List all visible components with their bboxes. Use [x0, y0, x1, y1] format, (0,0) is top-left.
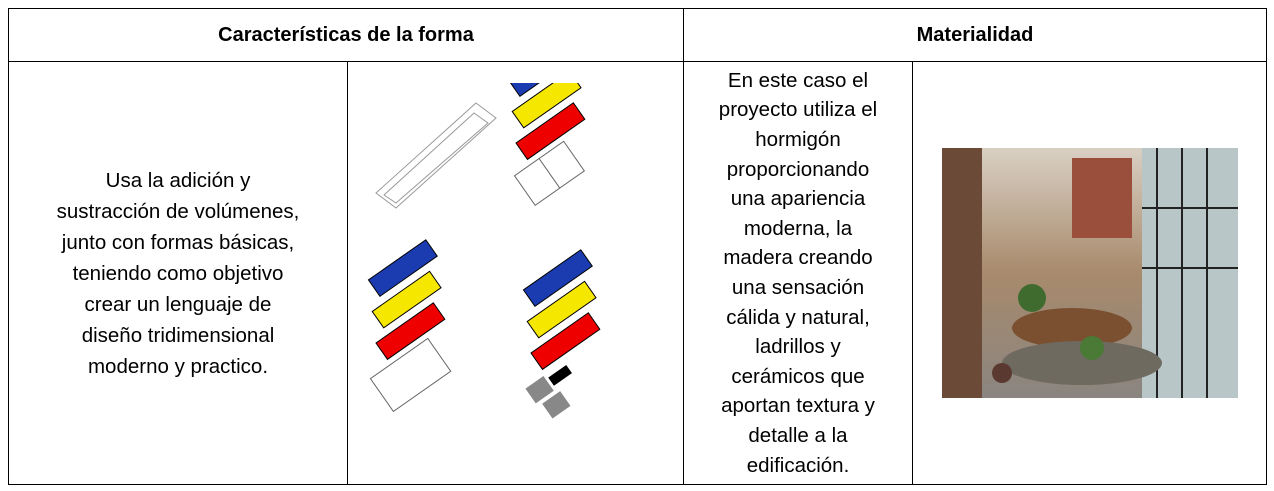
text-line: edificación. — [746, 453, 850, 477]
interior-photo — [941, 148, 1238, 398]
text-line: sustracción de volúmenes, — [56, 199, 300, 223]
header-cell: Características de la forma — [8, 8, 684, 62]
text-line: proporcionando — [726, 157, 870, 181]
cell — [912, 61, 1267, 485]
body-row: Usa la adición y sustracción de volúmenes… — [8, 61, 1267, 485]
cell-text: En este caso el proyecto utiliza el hormig… — [684, 66, 912, 480]
cell — [347, 61, 684, 485]
cell-text: Usa la adición y sustracción de volúmenes… — [9, 165, 347, 382]
header-cell: Materialidad — [683, 8, 1267, 62]
form-diagram — [367, 83, 601, 419]
text-line: proyecto utiliza el — [718, 98, 878, 122]
text-line: diseño tridimensional — [81, 323, 275, 347]
text-line: ladrillos y — [755, 335, 841, 359]
text-line: madera creando — [723, 246, 873, 270]
text-line: crear un lenguaje de — [84, 292, 272, 316]
header-row: Características de la forma Materialidad — [8, 8, 1267, 62]
table: Características de la forma Materialidad… — [8, 8, 1267, 485]
text-line: moderna, la — [743, 216, 853, 240]
text-line: aportan textura y — [721, 394, 875, 418]
cell: Usa la adición y sustracción de volúmenes… — [8, 61, 348, 485]
text-line: teniendo como objetivo — [72, 261, 284, 285]
text-line: cerámicos que — [731, 364, 865, 388]
text-line: junto con formas básicas, — [61, 230, 295, 254]
text-line: Usa la adición y — [105, 168, 251, 192]
cell: En este caso el proyecto utiliza el hormig… — [683, 61, 913, 485]
text-line: En este caso el — [727, 68, 869, 92]
text-line: hormigón — [755, 128, 841, 152]
text-line: cálida y natural, — [726, 305, 870, 329]
text-line: una sensación — [731, 276, 865, 299]
text-line: una apariencia — [730, 187, 866, 211]
text-line: moderno y practico. — [87, 354, 269, 378]
text-line: detalle a la — [748, 423, 848, 447]
